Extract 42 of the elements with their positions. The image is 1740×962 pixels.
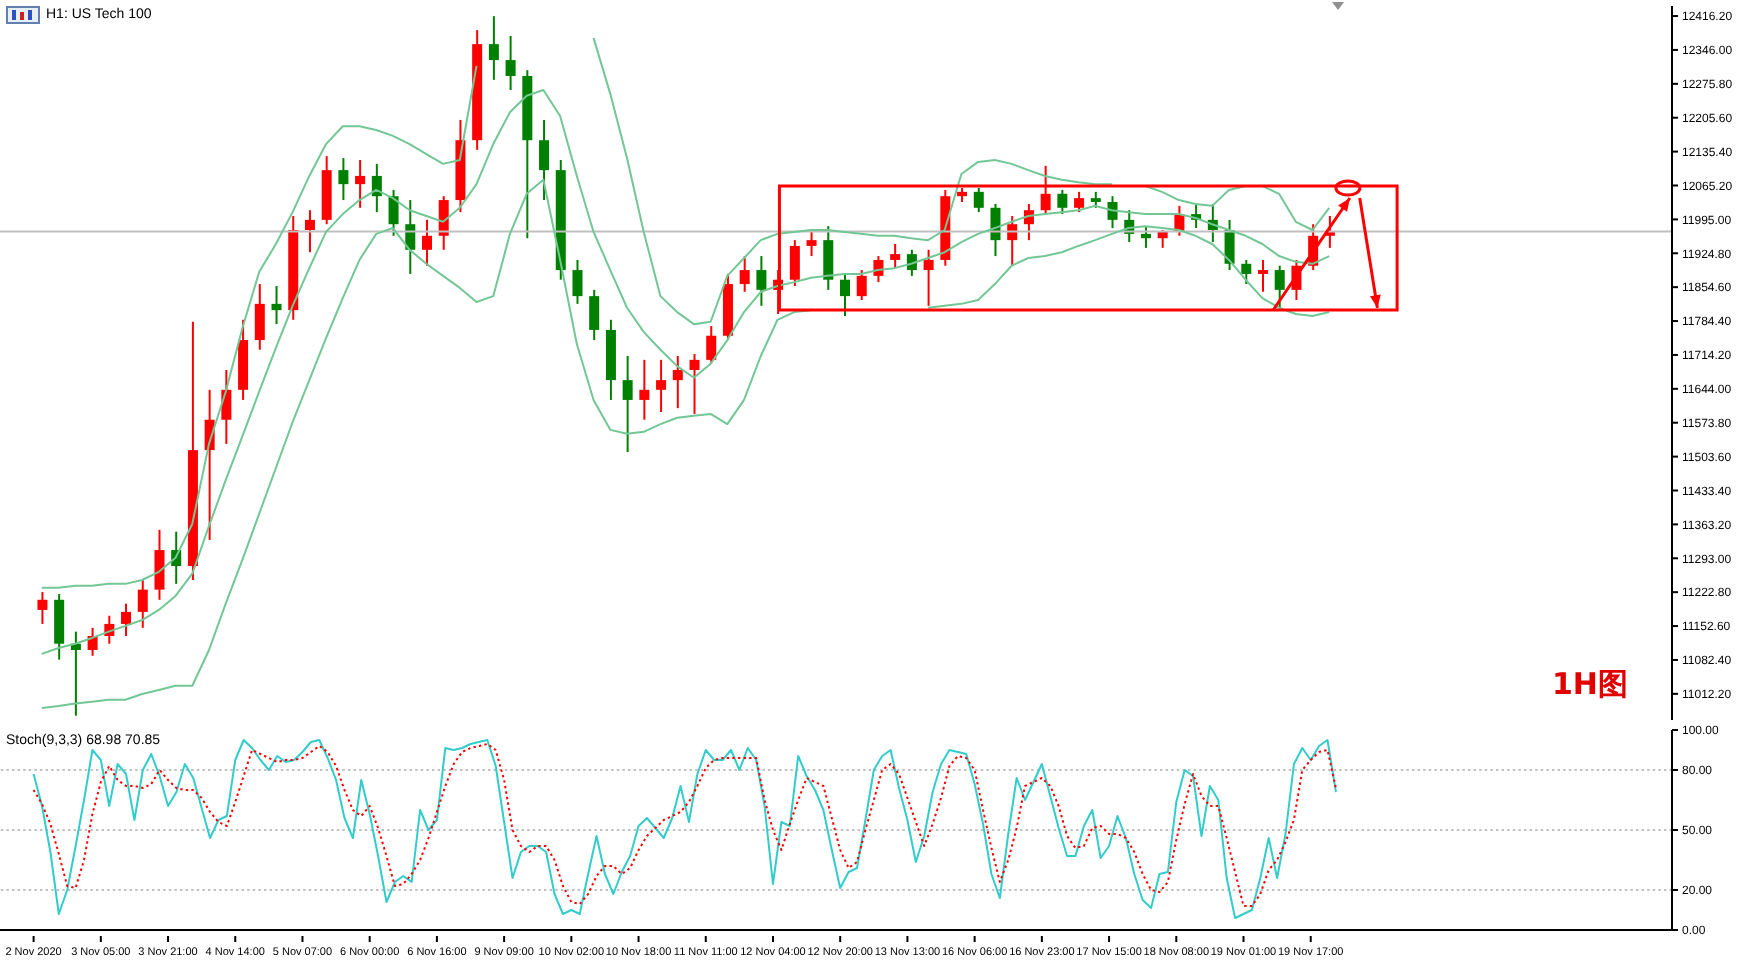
- candlestick: [488, 15, 499, 81]
- candlestick: [973, 187, 984, 214]
- candlestick: [840, 272, 850, 317]
- candlestick: [856, 269, 867, 301]
- candlestick: [1074, 190, 1085, 214]
- candlestick: [1057, 188, 1068, 216]
- candlestick: [539, 118, 550, 202]
- annotation: 1H图: [1552, 666, 1628, 702]
- candlestick: [1040, 164, 1051, 216]
- candlestick: [890, 243, 901, 270]
- candlestick: [572, 258, 583, 305]
- candlestick: [589, 288, 600, 342]
- candlestick: [923, 248, 934, 307]
- candlestick: [739, 255, 750, 293]
- candlestick: [756, 255, 767, 307]
- candlestick: [622, 355, 633, 454]
- candlestick: [388, 188, 399, 237]
- candlestick: [304, 209, 315, 254]
- candlestick: [154, 528, 165, 601]
- candlestick: [1140, 225, 1151, 249]
- candlestick: [672, 355, 683, 410]
- candlestick: [639, 358, 650, 421]
- candlestick: [706, 325, 717, 365]
- candlestick: [54, 593, 65, 661]
- candlestick: [355, 159, 366, 209]
- candlestick: [823, 225, 834, 291]
- candlestick: [1258, 258, 1268, 293]
- candlestick: [789, 239, 800, 287]
- candlestick: [1274, 264, 1285, 312]
- candlestick: [1241, 258, 1252, 286]
- line-series: [40, 89, 1331, 655]
- candlestick: [254, 283, 265, 351]
- candlestick: [37, 591, 48, 625]
- candlestick: [422, 218, 432, 267]
- candlestick: [689, 353, 700, 415]
- candlestick: [271, 285, 282, 326]
- candlestick: [656, 358, 667, 413]
- candlestick: [338, 157, 349, 202]
- candlestick: [505, 34, 516, 91]
- candlestick: [806, 229, 817, 258]
- candlestick: [137, 579, 148, 629]
- candlestick: [121, 602, 132, 637]
